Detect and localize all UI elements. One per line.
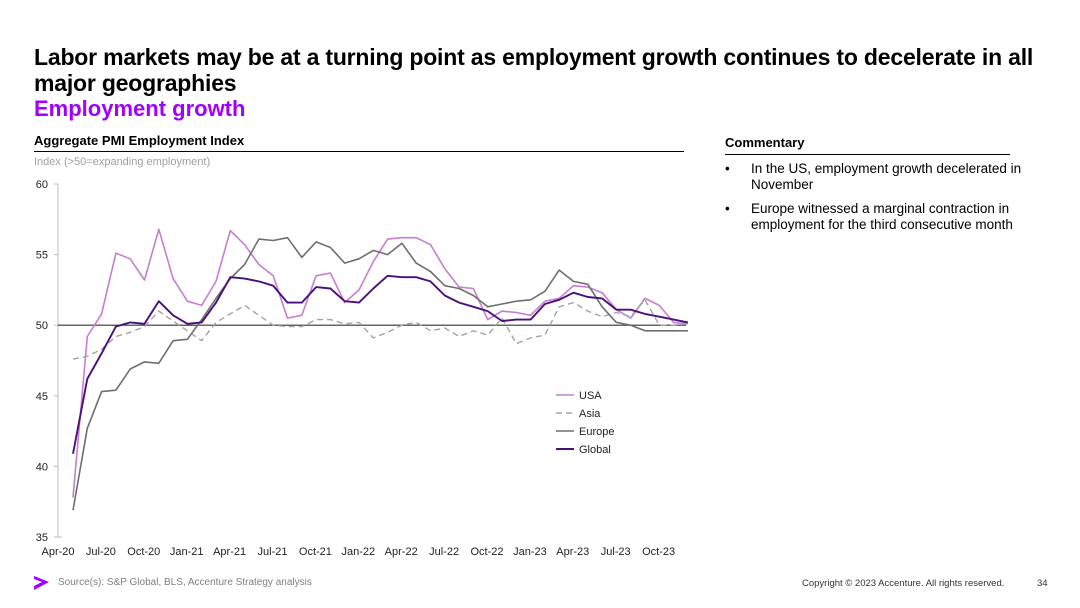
footer-source: Source(s): S&P Global, BLS, Accenture St… [58, 577, 312, 588]
x-tick-label: Apr-22 [385, 546, 418, 558]
y-tick-label: 40 [36, 461, 48, 473]
x-tick-label: Jan-22 [341, 546, 375, 558]
chart-heading-divider [34, 151, 684, 152]
bullet-icon: • [725, 201, 730, 216]
series-line-global [72, 274, 689, 454]
x-tick-label: Jul-20 [86, 546, 116, 558]
chart-axis-note: Index (>50=expanding employment) [34, 156, 211, 168]
legend-label-usa: USA [579, 390, 602, 402]
series-line-europe [72, 236, 688, 511]
commentary-list: • In the US, employment growth decelerat… [725, 161, 1025, 241]
y-tick-label: 45 [36, 391, 48, 403]
page-title: Labor markets may be at a turning point … [34, 44, 1034, 96]
x-tick-label: Oct-23 [642, 546, 675, 558]
legend-label-europe: Europe [579, 426, 614, 438]
y-tick-label: 50 [36, 320, 48, 332]
x-tick-label: Jul-23 [601, 546, 631, 558]
commentary-divider [725, 154, 1010, 155]
x-tick-label: Jul-21 [258, 546, 288, 558]
bullet-icon: • [725, 161, 730, 176]
chart-axes: 35 40 45 50 55 60 Apr-20 Jul-20 Oct-20 Jan-21 Apr-… [36, 179, 686, 558]
x-tick-label: Apr-23 [556, 546, 589, 558]
chart-legend: USA Asia Europe Global [556, 390, 614, 456]
x-tick-label: Oct-21 [299, 546, 332, 558]
commentary-item-text: In the US, employment growth decelerated… [751, 161, 1022, 192]
chart-heading: Aggregate PMI Employment Index [34, 133, 245, 148]
legend-label-asia: Asia [579, 408, 601, 420]
x-tick-label: Jul-22 [429, 546, 459, 558]
y-tick-label: 35 [36, 532, 48, 544]
series-line-asia [72, 299, 688, 360]
x-tick-label: Oct-20 [127, 546, 160, 558]
x-tick-label: Jan-23 [513, 546, 547, 558]
x-tick-label: Oct-22 [470, 546, 503, 558]
page-subtitle: Employment growth [34, 96, 246, 121]
page-number: 34 [1037, 578, 1048, 589]
y-tick-label: 55 [36, 250, 48, 262]
commentary-heading: Commentary [725, 135, 805, 150]
chart-series [72, 228, 689, 511]
legend-label-global: Global [579, 444, 611, 456]
commentary-item: • In the US, employment growth decelerat… [725, 161, 1025, 193]
series-line-usa [72, 228, 688, 498]
commentary-item-text: Europe witnessed a marginal contraction … [751, 201, 1013, 232]
x-tick-label: Jan-21 [170, 546, 204, 558]
x-tick-label: Apr-20 [41, 546, 74, 558]
commentary-item: • Europe witnessed a marginal contractio… [725, 201, 1025, 233]
accenture-logo-icon [34, 576, 49, 590]
x-tick-label: Apr-21 [213, 546, 246, 558]
y-tick-label: 60 [36, 179, 48, 191]
footer-copyright: Copyright © 2023 Accenture. All rights r… [802, 578, 1005, 589]
